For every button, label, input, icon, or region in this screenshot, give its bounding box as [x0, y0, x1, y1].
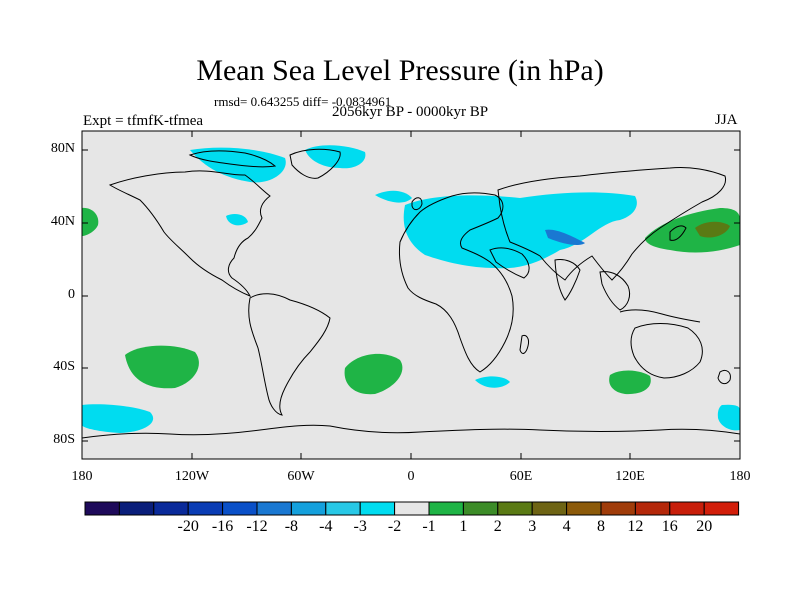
- lat-label-40n: 40N: [50, 214, 75, 229]
- japan-coast: [669, 225, 687, 241]
- negative-anomaly-asia-core: [545, 229, 585, 246]
- negative-anomaly-southern-ocean-east: [717, 404, 740, 431]
- colorbar-box: [566, 501, 602, 516]
- negative-anomaly-eurasia: [403, 192, 637, 269]
- india-coast: [554, 259, 581, 301]
- stats-text: rmsd= 0.643255 diff= -0.0834961: [214, 94, 392, 109]
- map-title: Mean Sea Level Pressure (in hPa): [196, 54, 604, 87]
- lat-label-0: 0: [68, 287, 75, 302]
- colorbar-box: [497, 501, 533, 516]
- australia-coast: [630, 323, 703, 379]
- colorbar-box: [84, 501, 120, 516]
- colorbar-box: [462, 501, 499, 516]
- negative-anomaly-southern-ocean-west: [82, 404, 154, 433]
- lat-label-80n: 80N: [50, 141, 75, 156]
- negative-anomaly-indian-ocean: [475, 376, 510, 388]
- lon-label-180w: 180: [71, 469, 93, 484]
- greenland-coast: [289, 148, 341, 179]
- colorbar-box: [669, 501, 705, 516]
- positive-anomaly-north-pacific-core: [695, 221, 730, 238]
- colorbar-label: -20: [177, 518, 199, 535]
- positive-anomaly-australia-south: [609, 370, 651, 395]
- colorbar-box: [222, 501, 258, 516]
- north-america-coast: [108, 170, 271, 297]
- lon-label-120w: 120W: [174, 469, 210, 484]
- colorbar-box: [256, 501, 292, 516]
- colorbar-label: -4: [319, 518, 333, 535]
- colorbar-box: [600, 501, 636, 516]
- colorbar-label: 16: [661, 518, 678, 535]
- colorbar-box: [325, 501, 361, 516]
- negative-anomaly-north-atlantic: [375, 190, 412, 203]
- colorbar-box: [703, 501, 740, 516]
- lon-label-0: 0: [407, 469, 415, 484]
- positive-anomaly-south-atlantic: [344, 353, 403, 395]
- colorbar-box: [394, 501, 430, 516]
- colorbar-box: [359, 501, 396, 516]
- south-america-coast: [248, 293, 331, 416]
- uk-coast: [411, 197, 423, 211]
- canadian-arctic-coast: [188, 150, 277, 168]
- asia-coast: [497, 167, 727, 281]
- lon-label-180e: 180: [729, 469, 751, 484]
- colorbar-box: [531, 501, 568, 516]
- colorbar-label: -8: [284, 518, 299, 535]
- lon-label-60w: 60W: [287, 469, 315, 484]
- southeast-asia-coast: [599, 271, 631, 311]
- colorbar-label: 8: [597, 518, 605, 535]
- colorbar-box: [428, 501, 464, 516]
- colorbar-label: 20: [696, 518, 713, 535]
- colorbar-label: -3: [353, 518, 367, 535]
- colorbar-label: 12: [627, 518, 644, 535]
- experiment-text: Expt = tfmfK-tfmea: [83, 113, 204, 129]
- arabia-coast: [489, 247, 530, 279]
- season-text: JJA: [715, 112, 738, 128]
- colorbar-box: [187, 501, 224, 516]
- colorbar-label: -1: [422, 518, 436, 535]
- negative-anomaly-north-america: [226, 214, 248, 226]
- negative-anomaly-greenland: [305, 145, 366, 169]
- colorbar-label: 2: [493, 518, 502, 535]
- antarctica-coast: [81, 424, 741, 439]
- coastlines: [81, 148, 741, 439]
- period-text: 2056kyr BP - 0000kyr BP: [331, 104, 489, 120]
- new-zealand-coast: [717, 369, 731, 385]
- positive-anomaly-north-pacific: [645, 208, 740, 253]
- colorbar-box: [634, 501, 671, 516]
- colorbar-box: [118, 501, 155, 516]
- positive-anomaly-dateline-west: [82, 207, 99, 236]
- colorbar-label: 3: [528, 518, 537, 535]
- colorbar-box: [153, 501, 189, 516]
- lon-label-120e: 120E: [615, 469, 645, 484]
- europe-africa-coast: [399, 192, 514, 373]
- colorbar-label: 4: [562, 518, 571, 535]
- map-background: [82, 131, 740, 459]
- lat-label-40s: 40S: [53, 359, 75, 374]
- colorbar-box: [290, 501, 327, 516]
- colorbar-label: 1: [459, 518, 468, 535]
- colorbar-label: -16: [211, 518, 234, 535]
- colorbar-label: -2: [387, 518, 402, 535]
- madagascar-coast: [519, 335, 529, 354]
- axis-ticks: [81, 131, 741, 459]
- colorbar-label: -12: [246, 518, 268, 535]
- lat-label-80s: 80S: [53, 432, 75, 447]
- lon-label-60e: 60E: [509, 469, 533, 484]
- positive-anomaly-south-pacific: [125, 345, 199, 389]
- colorbar: [84, 501, 740, 516]
- indonesia-coast: [619, 309, 701, 323]
